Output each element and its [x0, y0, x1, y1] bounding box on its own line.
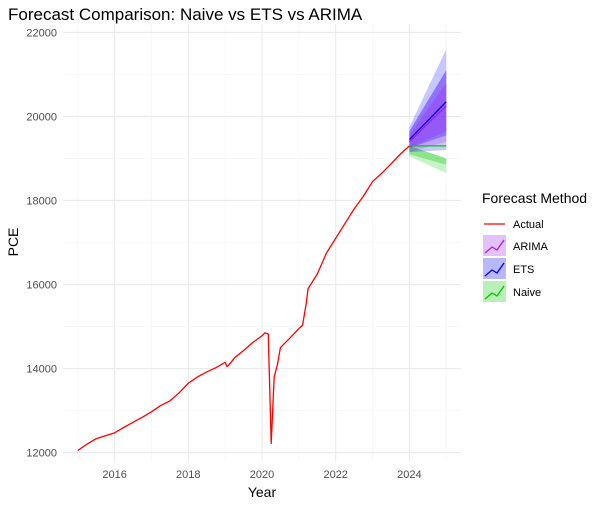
- legend-item: ETS: [483, 258, 534, 279]
- legend: Forecast Method Actual ARIMA ETS Naive: [482, 190, 587, 302]
- x-tick-label: 2024: [397, 469, 421, 481]
- x-axis-ticks: 2016 2018 2020 2022 2024: [102, 469, 421, 481]
- y-tick-label: 20000: [26, 111, 57, 123]
- y-axis-ticks: 12000 14000 16000 18000 20000 22000: [26, 27, 57, 459]
- legend-key-fill: [483, 258, 506, 279]
- band80-naive: [409, 145, 447, 165]
- chart-title: Forecast Comparison: Naive vs ETS vs ARI…: [8, 5, 363, 24]
- legend-key-line: [484, 285, 505, 300]
- x-axis-title: Year: [248, 484, 277, 500]
- legend-key-fill: [483, 281, 506, 302]
- band95-ets: [409, 49, 447, 153]
- band95-arima: [409, 70, 447, 153]
- y-tick-label: 22000: [26, 27, 57, 39]
- legend-key-line: [484, 239, 505, 254]
- forecast-bands: [409, 49, 447, 174]
- legend-item: ARIMA: [483, 235, 549, 256]
- x-tick-label: 2018: [176, 469, 200, 481]
- legend-label: ETS: [513, 264, 534, 276]
- x-tick-label: 2016: [102, 469, 126, 481]
- band80-arima: [409, 82, 447, 148]
- y-axis-title: PCE: [5, 228, 21, 257]
- legend-label: Naive: [513, 287, 541, 299]
- band80-ets: [409, 70, 447, 148]
- x-tick-label: 2022: [323, 469, 347, 481]
- grid: [63, 24, 461, 461]
- legend-label: ARIMA: [513, 241, 549, 253]
- legend-key-line: [484, 262, 505, 277]
- y-tick-label: 18000: [26, 195, 57, 207]
- legend-label: Actual: [513, 219, 544, 231]
- x-tick-label: 2020: [250, 469, 274, 481]
- y-tick-label: 16000: [26, 280, 57, 292]
- series-line-actual: [77, 145, 410, 452]
- legend-title: Forecast Method: [482, 190, 587, 206]
- y-tick-label: 12000: [26, 448, 57, 460]
- legend-item: Actual: [484, 219, 544, 231]
- series-line-arima: [408, 105, 447, 143]
- series-line-ets: [408, 101, 447, 141]
- band95-naive: [409, 145, 447, 174]
- y-tick-label: 14000: [26, 364, 57, 376]
- series-lines: [77, 101, 447, 452]
- legend-item: Naive: [483, 281, 541, 302]
- legend-key-fill: [483, 235, 506, 256]
- legend-items: Actual ARIMA ETS Naive: [483, 219, 549, 302]
